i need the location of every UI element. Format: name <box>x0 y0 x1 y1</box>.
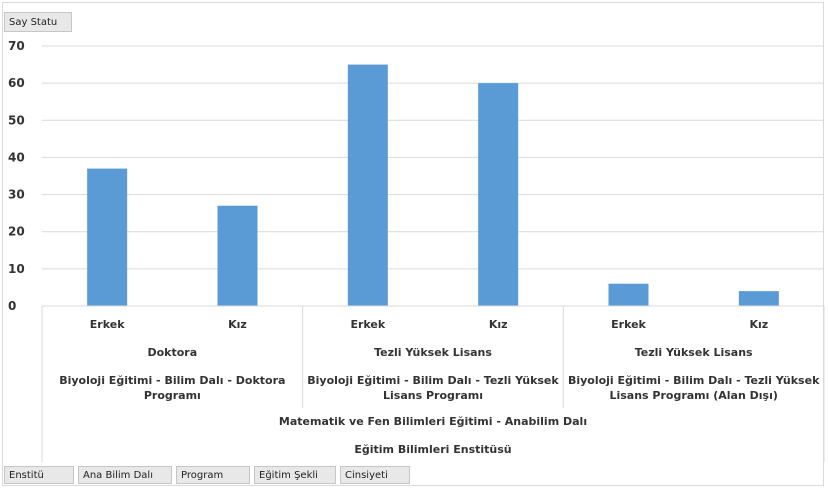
x-group-label: Tezli Yüksek Lisans <box>635 346 753 359</box>
axis-field-label: Enstitü <box>9 470 44 481</box>
x-program-label: Biyoloji Eğitimi - Bilim Dalı - Tezli Yü… <box>307 374 559 387</box>
axis-field-label: Cinsiyeti <box>345 470 388 481</box>
axis-field-button[interactable]: Program <box>176 466 250 484</box>
x-category-label: Erkek <box>350 318 385 331</box>
bar <box>608 283 649 306</box>
x-program-label: Programı <box>144 389 201 402</box>
x-category-label: Kız <box>489 318 508 331</box>
y-tick-label: 20 <box>8 225 25 239</box>
y-tick-label: 30 <box>8 188 25 202</box>
x-institute-label: Eğitim Bilimleri Enstitüsü <box>354 443 511 456</box>
x-category-label: Erkek <box>90 318 125 331</box>
axis-field-label: Program <box>181 470 224 481</box>
bar <box>738 291 779 306</box>
y-tick-label: 70 <box>8 39 25 53</box>
x-program-label: Lisans Programı (Alan Dışı) <box>609 389 777 402</box>
x-program-label: Lisans Programı <box>383 389 483 402</box>
axis-field-button[interactable]: Ana Bilim Dalı <box>78 466 172 484</box>
x-category-label: Kız <box>749 318 768 331</box>
y-tick-label: 10 <box>8 262 25 276</box>
x-program-label: Biyoloji Eğitimi - Bilim Dalı - Tezli Yü… <box>568 374 820 387</box>
y-tick-label: 50 <box>8 113 25 127</box>
bar <box>217 205 258 306</box>
bar <box>478 83 519 307</box>
y-tick-label: 60 <box>8 76 25 90</box>
axis-field-button[interactable]: Enstitü <box>4 466 74 484</box>
axis-field-button[interactable]: Cinsiyeti <box>340 466 410 484</box>
value-field-button[interactable]: Say Statu <box>4 12 72 32</box>
bar <box>87 168 128 306</box>
x-department-label: Matematik ve Fen Bilimleri Eğitimi - Ana… <box>279 415 587 428</box>
x-category-label: Erkek <box>611 318 646 331</box>
x-category-label: Kız <box>228 318 247 331</box>
x-group-label: Doktora <box>147 346 197 359</box>
y-tick-label: 40 <box>8 150 25 164</box>
x-group-label: Tezli Yüksek Lisans <box>374 346 492 359</box>
y-tick-label: 0 <box>8 299 16 313</box>
axis-field-button[interactable]: Eğitim Şekli <box>254 466 336 484</box>
value-field-label: Say Statu <box>9 17 58 28</box>
axis-field-label: Eğitim Şekli <box>259 470 318 481</box>
axis-field-label: Ana Bilim Dalı <box>83 470 153 481</box>
x-program-label: Biyoloji Eğitimi - Bilim Dalı - Doktora <box>59 374 285 387</box>
bar <box>347 64 388 306</box>
